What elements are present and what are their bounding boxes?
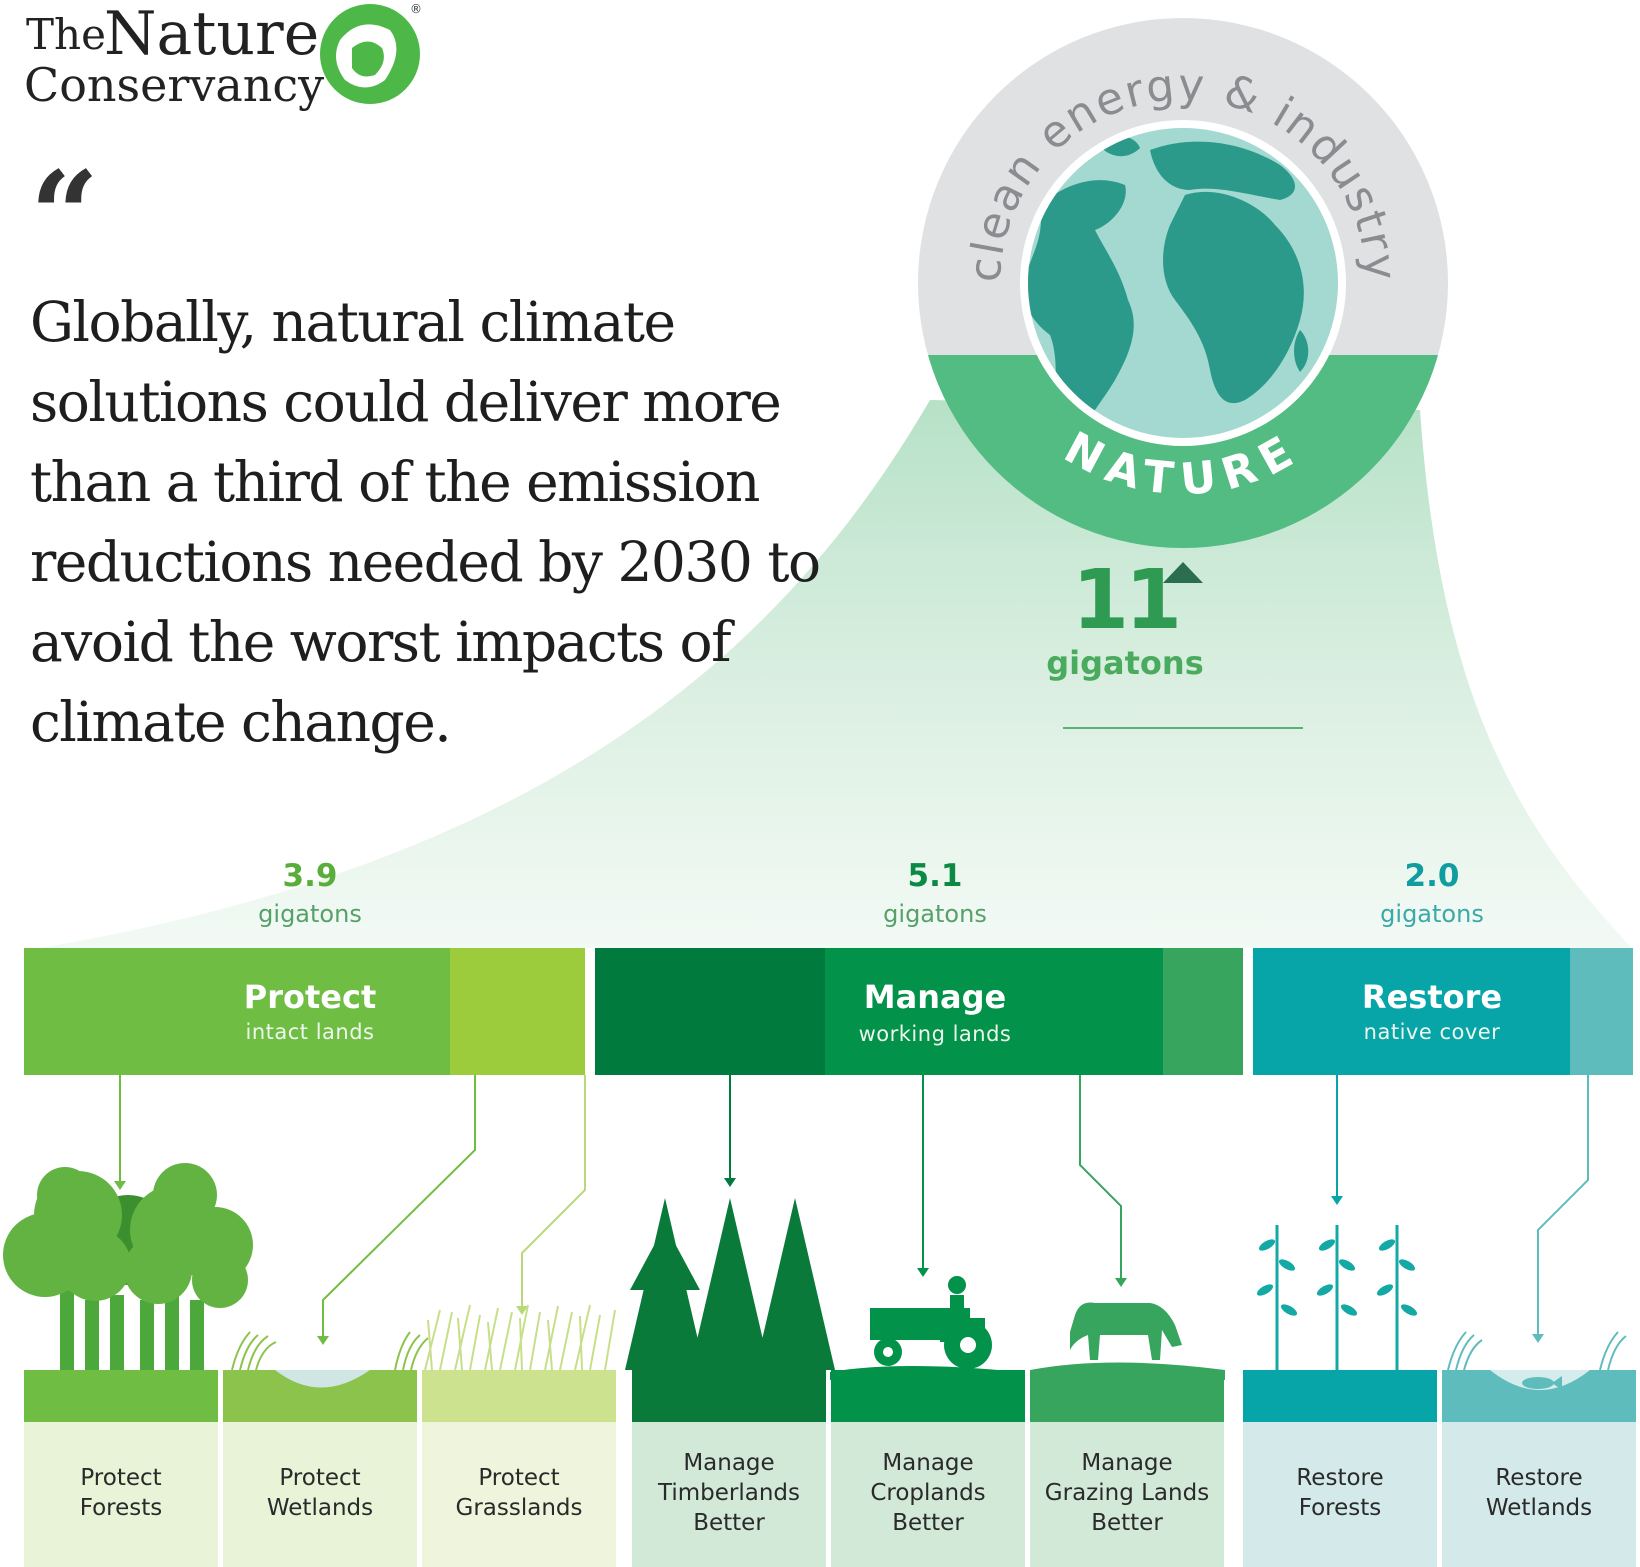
manage-gigatons-unit: gigatons (883, 900, 987, 928)
card-line: Forests (1298, 1495, 1382, 1521)
card-line: Restore (1296, 1465, 1384, 1491)
fish-icon (1522, 1376, 1562, 1390)
saplings-icon (1256, 1225, 1418, 1370)
tnc-leaf-logo-icon (320, 4, 420, 104)
tractor-icon (830, 1276, 1020, 1380)
card-line: Better (1091, 1510, 1163, 1536)
card-label-manage-timberlands: Manage Timberlands Better (635, 1448, 823, 1538)
card-line: Better (892, 1510, 964, 1536)
card-line: Better (693, 1510, 765, 1536)
total-gigatons-unit: gigatons (1046, 644, 1204, 682)
protect-gigatons-unit: gigatons (258, 900, 362, 928)
connector-arrows (114, 1075, 1589, 1345)
card-restore-forests (1243, 1370, 1437, 1567)
total-gigatons-value: 11 (1071, 553, 1182, 648)
card-line: Grazing Lands (1044, 1480, 1210, 1506)
card-manage-timberlands (632, 1370, 826, 1567)
headline-line: reductions needed by 2030 to (30, 530, 821, 594)
manage-subtitle: working lands (858, 1022, 1012, 1046)
restore-gigatons-unit: gigatons (1380, 900, 1484, 928)
card-line: Protect (279, 1465, 361, 1491)
protect-bar (24, 948, 585, 1075)
card-protect-wetlands (223, 1370, 417, 1567)
conifer-trees-icon (625, 1198, 835, 1370)
card-line: Protect (478, 1465, 560, 1491)
manage-gigatons-value: 5.1 (907, 858, 963, 894)
restore-title: Restore (1361, 978, 1503, 1016)
protect-title: Protect (243, 978, 377, 1016)
logo-conservancy-text: Conservancy (24, 58, 325, 112)
card-line: Wetlands (266, 1495, 374, 1521)
card-label-manage-croplands: Manage Croplands Better (834, 1448, 1022, 1538)
protect-subtitle: intact lands (245, 1020, 375, 1044)
card-label-restore-wetlands: Restore Wetlands (1445, 1463, 1633, 1523)
restore-bar (1253, 948, 1633, 1075)
card-label-manage-grazing-lands: Manage Grazing Lands Better (1033, 1448, 1221, 1538)
card-line: Timberlands (658, 1480, 800, 1506)
headline-line: avoid the worst impacts of (30, 610, 731, 674)
card-label-protect-forests: Protect Forests (27, 1463, 215, 1523)
tractor-wheel-hubs (883, 1337, 976, 1357)
logo-nature-text: Nature (104, 0, 320, 69)
headline-line: solutions could deliver more (30, 370, 782, 434)
card-line: Protect (80, 1465, 162, 1491)
deciduous-trees-icon (3, 1163, 253, 1370)
globe-icon (1028, 128, 1338, 438)
manage-bar (595, 948, 1243, 1075)
card-manage-grazing-lands (1030, 1370, 1224, 1567)
grassland-icon (424, 1304, 616, 1371)
manage-title: Manage (863, 978, 1007, 1016)
card-manage-croplands (831, 1370, 1025, 1567)
card-line: Forests (79, 1495, 163, 1521)
card-protect-forests (24, 1370, 218, 1567)
card-line: Restore (1495, 1465, 1583, 1491)
card-line: Croplands (870, 1480, 986, 1506)
card-label-restore-forests: Restore Forests (1246, 1463, 1434, 1523)
card-protect-grasslands (422, 1370, 616, 1567)
restore-gigatons-value: 2.0 (1404, 858, 1460, 894)
headline-line: than a third of the emission (30, 450, 760, 514)
quote-mark: “ (30, 145, 100, 286)
headline-line: Globally, natural climate (30, 290, 676, 354)
wetland-reeds-teal-icon (1447, 1331, 1627, 1371)
headline-quote: Globally, natural climate solutions coul… (30, 282, 930, 762)
card-label-protect-wetlands: Protect Wetlands (226, 1463, 414, 1523)
card-line: Manage (683, 1450, 775, 1476)
wetland-reeds-icon (231, 1331, 429, 1371)
protect-gigatons-value: 3.9 (282, 858, 338, 894)
card-line: Wetlands (1485, 1495, 1593, 1521)
restore-subtitle: native cover (1363, 1020, 1501, 1044)
headline-line: climate change. (30, 690, 452, 754)
card-line: Manage (882, 1450, 974, 1476)
logo-the-text: The (26, 10, 106, 59)
registered-mark: ® (410, 2, 422, 16)
total-pointer-arrow (1163, 562, 1203, 583)
card-label-protect-grasslands: Protect Grasslands (425, 1463, 613, 1523)
card-line: Grasslands (455, 1495, 583, 1521)
grazing-cow-icon (1030, 1302, 1225, 1380)
card-line: Manage (1081, 1450, 1173, 1476)
